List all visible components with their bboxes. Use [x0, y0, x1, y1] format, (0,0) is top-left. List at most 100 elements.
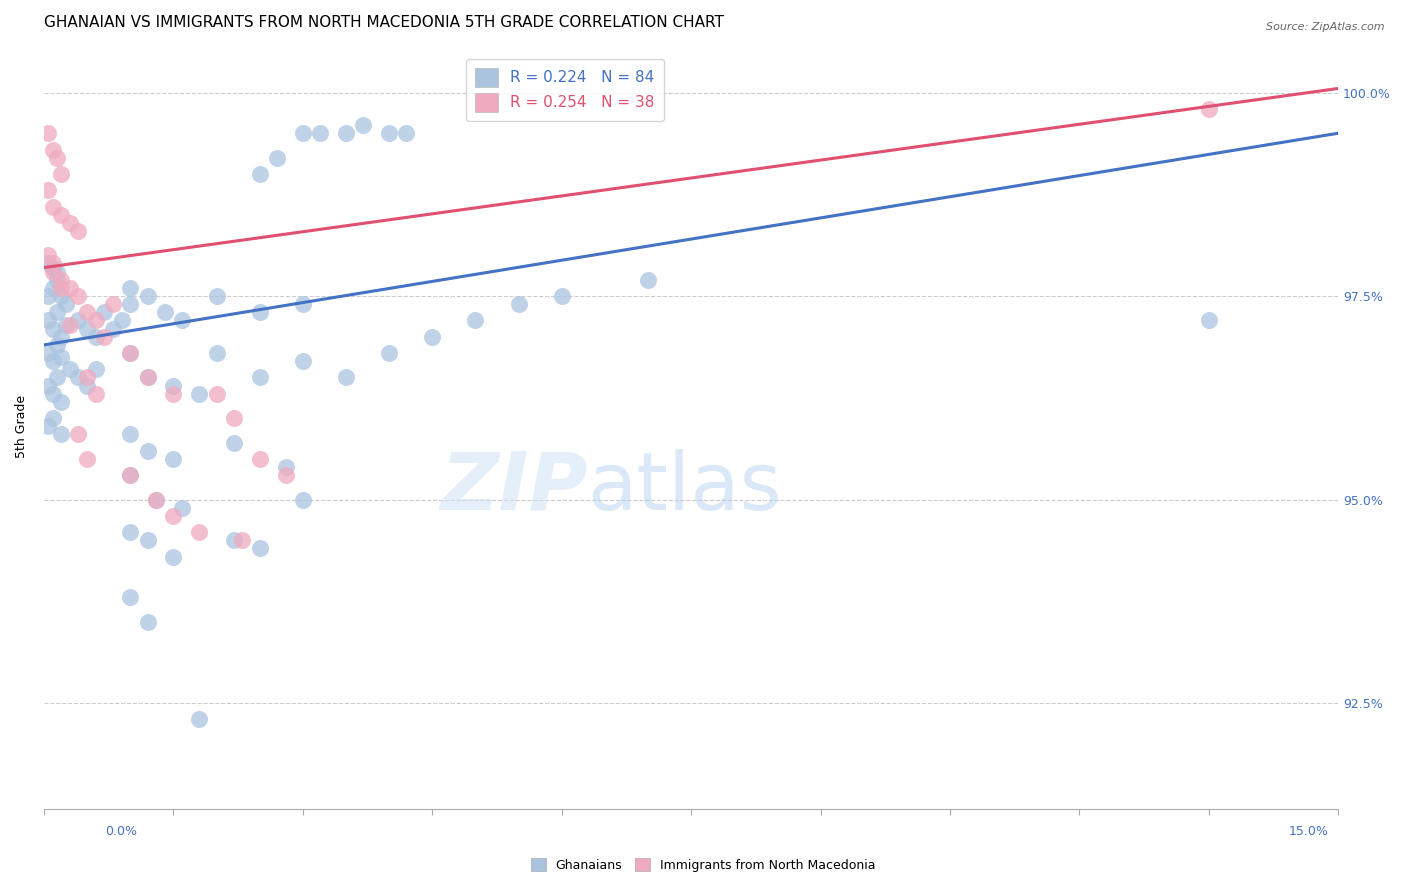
Point	[41, 143, 63, 157]
Point	[59, 318, 82, 332]
Point	[67, 427, 90, 442]
Point	[51, 289, 73, 303]
Text: Source: ZipAtlas.com: Source: ZipAtlas.com	[1267, 22, 1385, 32]
Point	[93, 305, 115, 319]
Point	[120, 525, 142, 540]
Point	[120, 346, 142, 360]
Point	[145, 492, 167, 507]
Point	[205, 346, 228, 360]
Point	[378, 126, 401, 140]
Point	[67, 370, 90, 384]
Point	[67, 313, 90, 327]
Text: 15.0%: 15.0%	[1289, 825, 1329, 838]
Point	[37, 346, 59, 360]
Point	[51, 167, 73, 181]
Text: ZIP: ZIP	[440, 449, 588, 526]
Point	[145, 492, 167, 507]
Point	[67, 224, 90, 238]
Point	[136, 289, 159, 303]
Point	[231, 533, 253, 548]
Point	[188, 525, 211, 540]
Point	[51, 395, 73, 409]
Point	[51, 281, 73, 295]
Point	[120, 297, 142, 311]
Point	[45, 151, 67, 165]
Text: 0.0%: 0.0%	[105, 825, 138, 838]
Text: atlas: atlas	[588, 449, 782, 526]
Point	[249, 167, 271, 181]
Point	[1198, 313, 1220, 327]
Point	[1198, 102, 1220, 116]
Point	[395, 126, 418, 140]
Point	[249, 305, 271, 319]
Point	[162, 386, 184, 401]
Point	[101, 321, 124, 335]
Point	[274, 468, 297, 483]
Point	[45, 370, 67, 384]
Point	[41, 411, 63, 425]
Point	[162, 549, 184, 564]
Point	[37, 289, 59, 303]
Point	[291, 492, 314, 507]
Point	[45, 273, 67, 287]
Point	[84, 330, 107, 344]
Legend: Ghanaians, Immigrants from North Macedonia: Ghanaians, Immigrants from North Macedon…	[526, 854, 880, 877]
Text: GHANAIAN VS IMMIGRANTS FROM NORTH MACEDONIA 5TH GRADE CORRELATION CHART: GHANAIAN VS IMMIGRANTS FROM NORTH MACEDO…	[44, 15, 724, 30]
Point	[45, 265, 67, 279]
Point	[222, 435, 245, 450]
Point	[41, 281, 63, 295]
Point	[335, 370, 357, 384]
Point	[59, 216, 82, 230]
Point	[266, 151, 288, 165]
Y-axis label: 5th Grade: 5th Grade	[15, 395, 28, 458]
Point	[41, 386, 63, 401]
Point	[51, 208, 73, 222]
Point	[55, 297, 77, 311]
Point	[120, 427, 142, 442]
Point	[508, 297, 530, 311]
Point	[309, 126, 332, 140]
Point	[274, 460, 297, 475]
Point	[76, 321, 98, 335]
Point	[51, 273, 73, 287]
Point	[162, 508, 184, 523]
Point	[51, 350, 73, 364]
Point	[45, 338, 67, 352]
Point	[41, 265, 63, 279]
Point	[291, 297, 314, 311]
Point	[188, 386, 211, 401]
Point	[41, 256, 63, 270]
Point	[378, 346, 401, 360]
Point	[41, 260, 63, 275]
Point	[162, 378, 184, 392]
Point	[162, 451, 184, 466]
Point	[51, 427, 73, 442]
Point	[93, 330, 115, 344]
Point	[420, 330, 443, 344]
Point	[153, 305, 176, 319]
Point	[291, 126, 314, 140]
Point	[76, 378, 98, 392]
Point	[335, 126, 357, 140]
Point	[37, 183, 59, 197]
Point	[120, 346, 142, 360]
Point	[136, 443, 159, 458]
Point	[41, 321, 63, 335]
Point	[205, 289, 228, 303]
Point	[37, 126, 59, 140]
Point	[84, 362, 107, 376]
Point	[37, 313, 59, 327]
Point	[111, 313, 134, 327]
Point	[55, 318, 77, 332]
Point	[136, 533, 159, 548]
Point	[637, 273, 659, 287]
Point	[205, 386, 228, 401]
Point	[51, 330, 73, 344]
Point	[101, 297, 124, 311]
Point	[76, 451, 98, 466]
Point	[222, 533, 245, 548]
Point	[464, 313, 486, 327]
Point	[67, 289, 90, 303]
Point	[120, 468, 142, 483]
Point	[188, 713, 211, 727]
